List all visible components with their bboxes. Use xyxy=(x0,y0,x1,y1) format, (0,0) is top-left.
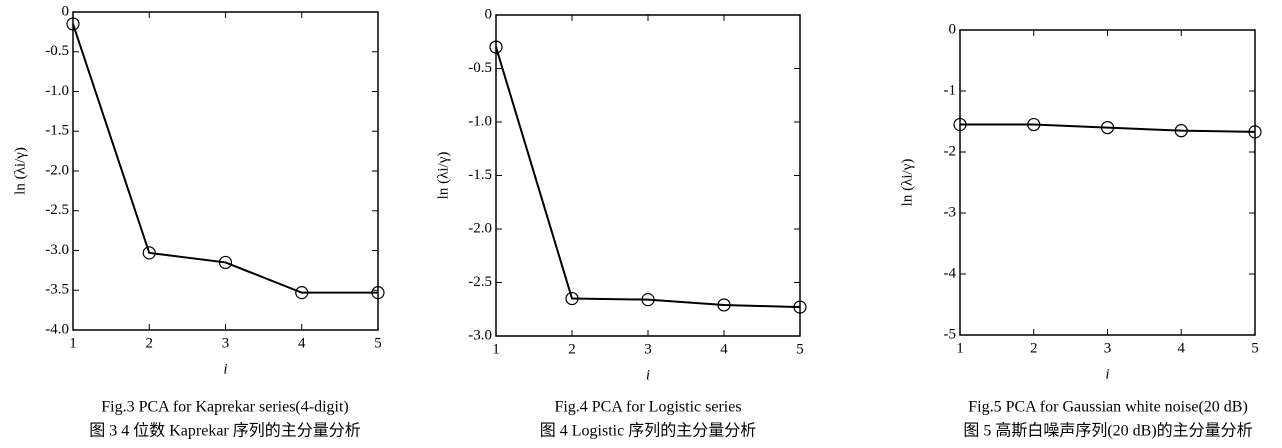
y-tick-label: -1.0 xyxy=(468,113,492,129)
y-tick-label: -2.5 xyxy=(468,274,492,290)
y-tick-label: 0 xyxy=(485,6,493,22)
x-tick-label: 1 xyxy=(69,335,77,351)
caption-zh: 图 3 4 位数 Kaprekar 序列的主分量分析 xyxy=(89,422,361,440)
x-tick-label: 5 xyxy=(1251,340,1259,356)
caption-en: Fig.5 PCA for Gaussian white noise(20 dB… xyxy=(968,399,1248,416)
plot-frame xyxy=(495,14,801,337)
point xyxy=(641,293,655,307)
x-tick-label: 5 xyxy=(796,341,804,357)
point xyxy=(1100,120,1115,135)
caption-zh: 图 4 Logistic 序列的主分量分析 xyxy=(540,422,756,440)
point xyxy=(218,255,233,270)
y-tick-label: -2 xyxy=(944,143,957,159)
y-tick-label: -2.0 xyxy=(468,220,492,236)
y-tick-label: -1.5 xyxy=(45,123,69,139)
point xyxy=(489,40,503,54)
y-tick-label: -0.5 xyxy=(45,43,69,59)
caption-en: Fig.3 PCA for Kaprekar series(4-digit) xyxy=(101,399,349,416)
line xyxy=(960,123,1256,133)
point xyxy=(717,298,731,312)
x-tick-label: 1 xyxy=(956,340,964,356)
caption-en: Fig.4 PCA for Logistic series xyxy=(554,399,741,416)
point xyxy=(295,286,309,300)
x-tick-label: 1 xyxy=(492,341,500,357)
caption-zh: 图 5 高斯白噪声序列(20 dB)的主分量分析 xyxy=(963,422,1252,440)
point xyxy=(371,286,385,300)
x-tick-label: 3 xyxy=(1104,340,1112,356)
y-tick-label: -4 xyxy=(944,265,957,281)
y-tick-label: -2.5 xyxy=(45,202,69,218)
y-axis-label: ln (λi/γ) xyxy=(435,152,451,200)
point xyxy=(1027,117,1041,132)
y-tick-label: -0.5 xyxy=(468,60,492,76)
x-tick-label: 2 xyxy=(146,335,154,351)
x-tick-label: 5 xyxy=(374,335,382,351)
x-tick-label: 2 xyxy=(1030,340,1038,356)
point xyxy=(142,246,156,260)
x-axis-label: i xyxy=(646,367,650,383)
point xyxy=(1174,124,1188,138)
y-tick-label: 0 xyxy=(62,3,70,19)
x-tick-label: 4 xyxy=(298,335,306,351)
x-tick-label: 4 xyxy=(1178,340,1186,356)
y-tick-label: 0 xyxy=(949,21,957,37)
x-tick-label: 3 xyxy=(222,335,230,351)
point xyxy=(1248,125,1262,139)
y-axis-label: ln (λi/γ) xyxy=(899,159,915,207)
x-axis-label: i xyxy=(1105,366,1109,382)
y-tick-label: -4.0 xyxy=(45,321,69,337)
y-tick-label: -1.5 xyxy=(468,167,492,183)
y-tick-label: -5 xyxy=(944,326,957,342)
line xyxy=(495,46,801,309)
x-tick-label: 2 xyxy=(568,341,576,357)
y-tick-label: -3.0 xyxy=(45,242,69,258)
point xyxy=(793,300,807,314)
plot-frame xyxy=(959,29,1256,336)
x-tick-label: 3 xyxy=(644,341,652,357)
line xyxy=(72,23,378,294)
y-tick-label: -2.0 xyxy=(45,162,69,178)
y-tick-label: -1 xyxy=(944,82,957,98)
plot-frame xyxy=(72,11,379,331)
y-tick-label: -3.5 xyxy=(45,282,69,298)
point xyxy=(66,17,80,31)
y-tick-label: -3 xyxy=(944,204,957,220)
x-axis-label: i xyxy=(223,361,227,377)
y-tick-label: -1.0 xyxy=(45,83,69,99)
point xyxy=(953,117,967,132)
point xyxy=(565,291,579,306)
y-axis-label: ln (λi/γ) xyxy=(12,147,28,195)
x-tick-label: 4 xyxy=(720,341,728,357)
y-tick-label: -3.0 xyxy=(468,327,492,343)
